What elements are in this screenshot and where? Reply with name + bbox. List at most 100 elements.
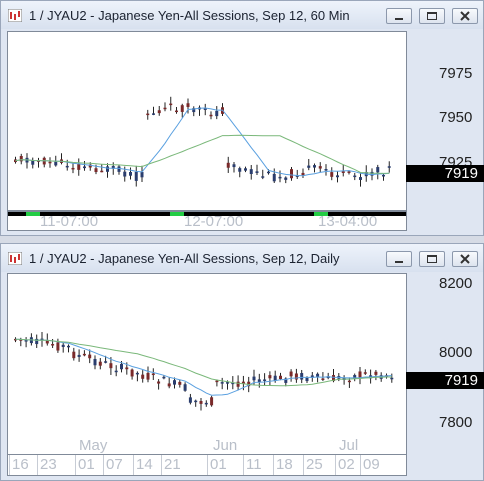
candle-body bbox=[231, 382, 235, 385]
y-axis-label: 8000 bbox=[439, 344, 473, 361]
candle-body bbox=[321, 378, 325, 380]
date-axis-tick bbox=[133, 455, 134, 475]
candle-body bbox=[203, 108, 207, 110]
close-button[interactable] bbox=[452, 251, 478, 267]
y-axis-label: 7800 bbox=[439, 414, 473, 431]
candle-body bbox=[109, 363, 113, 369]
candle-body bbox=[215, 110, 219, 117]
candle-body bbox=[387, 166, 391, 168]
candle-body bbox=[390, 377, 394, 380]
restore-button[interactable] bbox=[419, 251, 445, 267]
candle-body bbox=[313, 165, 316, 168]
candle-body bbox=[104, 361, 108, 363]
close-button[interactable] bbox=[452, 8, 478, 24]
candle-body bbox=[88, 164, 92, 168]
candle-body bbox=[162, 376, 166, 379]
candle-body bbox=[295, 175, 299, 177]
date-axis-tick bbox=[335, 455, 336, 475]
chart-window-60min: 1 / JYAU2 - Japanese Yen-All Sessions, S… bbox=[0, 0, 484, 236]
date-axis-label: 01 bbox=[78, 456, 95, 473]
candle-body bbox=[249, 169, 253, 175]
window-title: 1 / JYAU2 - Japanese Yen-All Sessions, S… bbox=[29, 8, 350, 23]
candle-body bbox=[252, 376, 256, 381]
candle-body bbox=[19, 156, 23, 162]
candle-body bbox=[268, 375, 272, 379]
title-bar[interactable]: 1 / JYAU2 - Japanese Yen-All Sessions, S… bbox=[1, 244, 483, 272]
candle-body bbox=[180, 105, 184, 112]
window-title: 1 / JYAU2 - Japanese Yen-All Sessions, S… bbox=[29, 251, 340, 266]
candlestick-chart-60min bbox=[14, 96, 391, 187]
candle-body bbox=[358, 371, 362, 378]
candle-body bbox=[241, 381, 245, 384]
candle-body bbox=[341, 171, 345, 173]
candle-body bbox=[151, 373, 155, 376]
month-label: May bbox=[79, 437, 108, 454]
candle-body bbox=[370, 171, 374, 176]
candle-body bbox=[129, 172, 132, 176]
time-axis-label: 11-07:00 bbox=[40, 213, 99, 230]
price-plot-60min[interactable] bbox=[7, 31, 407, 211]
y-axis-label: 8200 bbox=[439, 275, 473, 292]
time-axis-label: 12-07:00 bbox=[184, 213, 244, 230]
candle-body bbox=[125, 367, 129, 370]
moving-average-slow bbox=[15, 338, 392, 387]
candle-body bbox=[284, 177, 288, 180]
last-price-marker: 7919 bbox=[406, 372, 484, 389]
date-axis-tick bbox=[103, 455, 104, 475]
candle-body bbox=[236, 381, 240, 387]
date-axis-tick bbox=[9, 455, 10, 475]
candle-body bbox=[305, 377, 309, 382]
date-axis-tick bbox=[243, 455, 244, 475]
candle-body bbox=[279, 375, 282, 380]
date-axis-label: 02 bbox=[338, 456, 355, 473]
candle-body bbox=[204, 402, 208, 405]
price-plot-daily[interactable] bbox=[7, 273, 407, 455]
candle-body bbox=[255, 171, 259, 173]
restore-icon bbox=[427, 255, 437, 263]
date-axis-label: 07 bbox=[106, 456, 123, 473]
close-icon bbox=[460, 254, 470, 264]
moving-average-fast bbox=[15, 338, 392, 396]
candle-body bbox=[347, 380, 351, 383]
candle-body bbox=[24, 339, 28, 342]
candle-body bbox=[336, 175, 339, 178]
candle-body bbox=[359, 177, 362, 180]
candle-body bbox=[347, 171, 351, 173]
candle-body bbox=[157, 381, 161, 384]
candle-body bbox=[134, 171, 138, 181]
candle-body bbox=[244, 168, 247, 171]
month-label: Jun bbox=[213, 437, 238, 454]
candle-body bbox=[284, 378, 288, 383]
candle-body bbox=[67, 345, 70, 348]
candle-body bbox=[31, 160, 35, 165]
candle-body bbox=[188, 397, 192, 403]
date-axis-label: 25 bbox=[306, 456, 323, 473]
last-price-marker: 7919 bbox=[406, 165, 484, 182]
candle-body bbox=[199, 401, 203, 404]
candle-body bbox=[83, 166, 86, 169]
candle-body bbox=[310, 375, 314, 378]
chart-window-daily: 1 / JYAU2 - Japanese Yen-All Sessions, S… bbox=[0, 243, 484, 481]
minimize-button[interactable] bbox=[386, 251, 412, 267]
candle-body bbox=[106, 166, 109, 172]
candle-body bbox=[56, 342, 60, 351]
date-axis-tick bbox=[75, 455, 76, 475]
candle-body bbox=[98, 361, 102, 366]
candle-body bbox=[19, 339, 23, 341]
time-axis-label: 13-04:00 bbox=[318, 213, 378, 230]
minimize-icon bbox=[395, 18, 403, 20]
candle-body bbox=[318, 166, 322, 169]
candle-body bbox=[77, 354, 81, 357]
candle-body bbox=[376, 167, 380, 173]
moving-average-fast bbox=[15, 107, 390, 177]
candle-body bbox=[93, 358, 97, 366]
candle-body bbox=[54, 161, 58, 166]
candle-body bbox=[194, 400, 198, 403]
month-label: Jul bbox=[339, 437, 359, 454]
candle-body bbox=[332, 375, 335, 382]
minimize-button[interactable] bbox=[386, 8, 412, 24]
title-bar[interactable]: 1 / JYAU2 - Japanese Yen-All Sessions, S… bbox=[1, 1, 483, 29]
candle-body bbox=[173, 380, 176, 385]
restore-button[interactable] bbox=[419, 8, 445, 24]
date-axis-label: 18 bbox=[276, 456, 293, 473]
